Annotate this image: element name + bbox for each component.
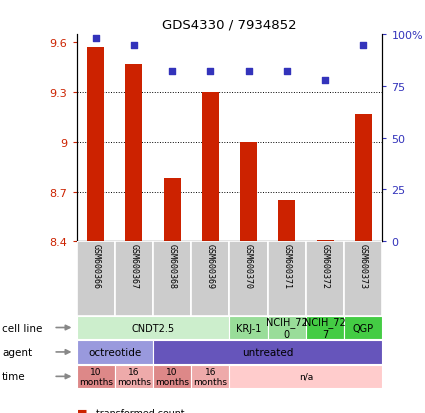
Title: GDS4330 / 7934852: GDS4330 / 7934852 (162, 18, 297, 31)
Bar (76, 365, 115, 388)
Bar (317, 240, 334, 242)
Bar (115, 242, 153, 316)
Text: agent: agent (2, 347, 32, 357)
Bar (191, 242, 230, 316)
Text: ■: ■ (76, 407, 87, 413)
Text: NCIH_72
0: NCIH_72 0 (266, 316, 308, 339)
Text: 16
months: 16 months (193, 367, 227, 386)
Text: transformed count: transformed count (96, 408, 184, 413)
Text: KRJ-1: KRJ-1 (236, 323, 261, 333)
Bar (268, 316, 306, 339)
Text: GSM600368: GSM600368 (167, 244, 177, 289)
Text: GSM600366: GSM600366 (91, 244, 100, 289)
Bar (76, 316, 230, 339)
Text: NCIH_72
7: NCIH_72 7 (304, 316, 346, 339)
Point (130, 42, 137, 49)
Bar (202, 93, 219, 242)
Bar (153, 365, 191, 388)
Bar (344, 316, 382, 339)
Bar (230, 365, 382, 388)
Text: QGP: QGP (353, 323, 374, 333)
Bar (344, 242, 382, 316)
Bar (115, 365, 153, 388)
Bar (76, 340, 153, 364)
Text: n/a: n/a (299, 372, 313, 381)
Text: GSM600372: GSM600372 (320, 244, 330, 289)
Point (283, 69, 290, 76)
Text: cell line: cell line (2, 323, 42, 333)
Text: 10
months: 10 months (155, 367, 189, 386)
Text: time: time (2, 371, 26, 382)
Point (92, 36, 99, 43)
Text: CNDT2.5: CNDT2.5 (131, 323, 175, 333)
Text: 16
months: 16 months (117, 367, 151, 386)
Bar (76, 242, 115, 316)
Point (322, 77, 329, 84)
Text: GSM600371: GSM600371 (282, 244, 292, 289)
Point (207, 69, 214, 76)
Bar (306, 242, 344, 316)
Bar (153, 242, 191, 316)
Point (169, 69, 176, 76)
Text: GSM600369: GSM600369 (206, 244, 215, 289)
Text: GSM600370: GSM600370 (244, 244, 253, 289)
Text: octreotide: octreotide (88, 347, 142, 357)
Bar (125, 65, 142, 242)
Bar (230, 242, 268, 316)
Text: GSM600373: GSM600373 (359, 244, 368, 289)
Bar (153, 340, 382, 364)
Bar (87, 48, 104, 242)
Text: untreated: untreated (242, 347, 293, 357)
Bar (164, 179, 181, 242)
Bar (230, 316, 268, 339)
Bar (306, 316, 344, 339)
Bar (240, 142, 257, 242)
Bar (191, 365, 230, 388)
Text: GSM600367: GSM600367 (129, 244, 139, 289)
Bar (268, 242, 306, 316)
Bar (278, 200, 295, 242)
Bar (355, 114, 372, 242)
Point (245, 69, 252, 76)
Text: 10
months: 10 months (79, 367, 113, 386)
Point (360, 42, 367, 49)
